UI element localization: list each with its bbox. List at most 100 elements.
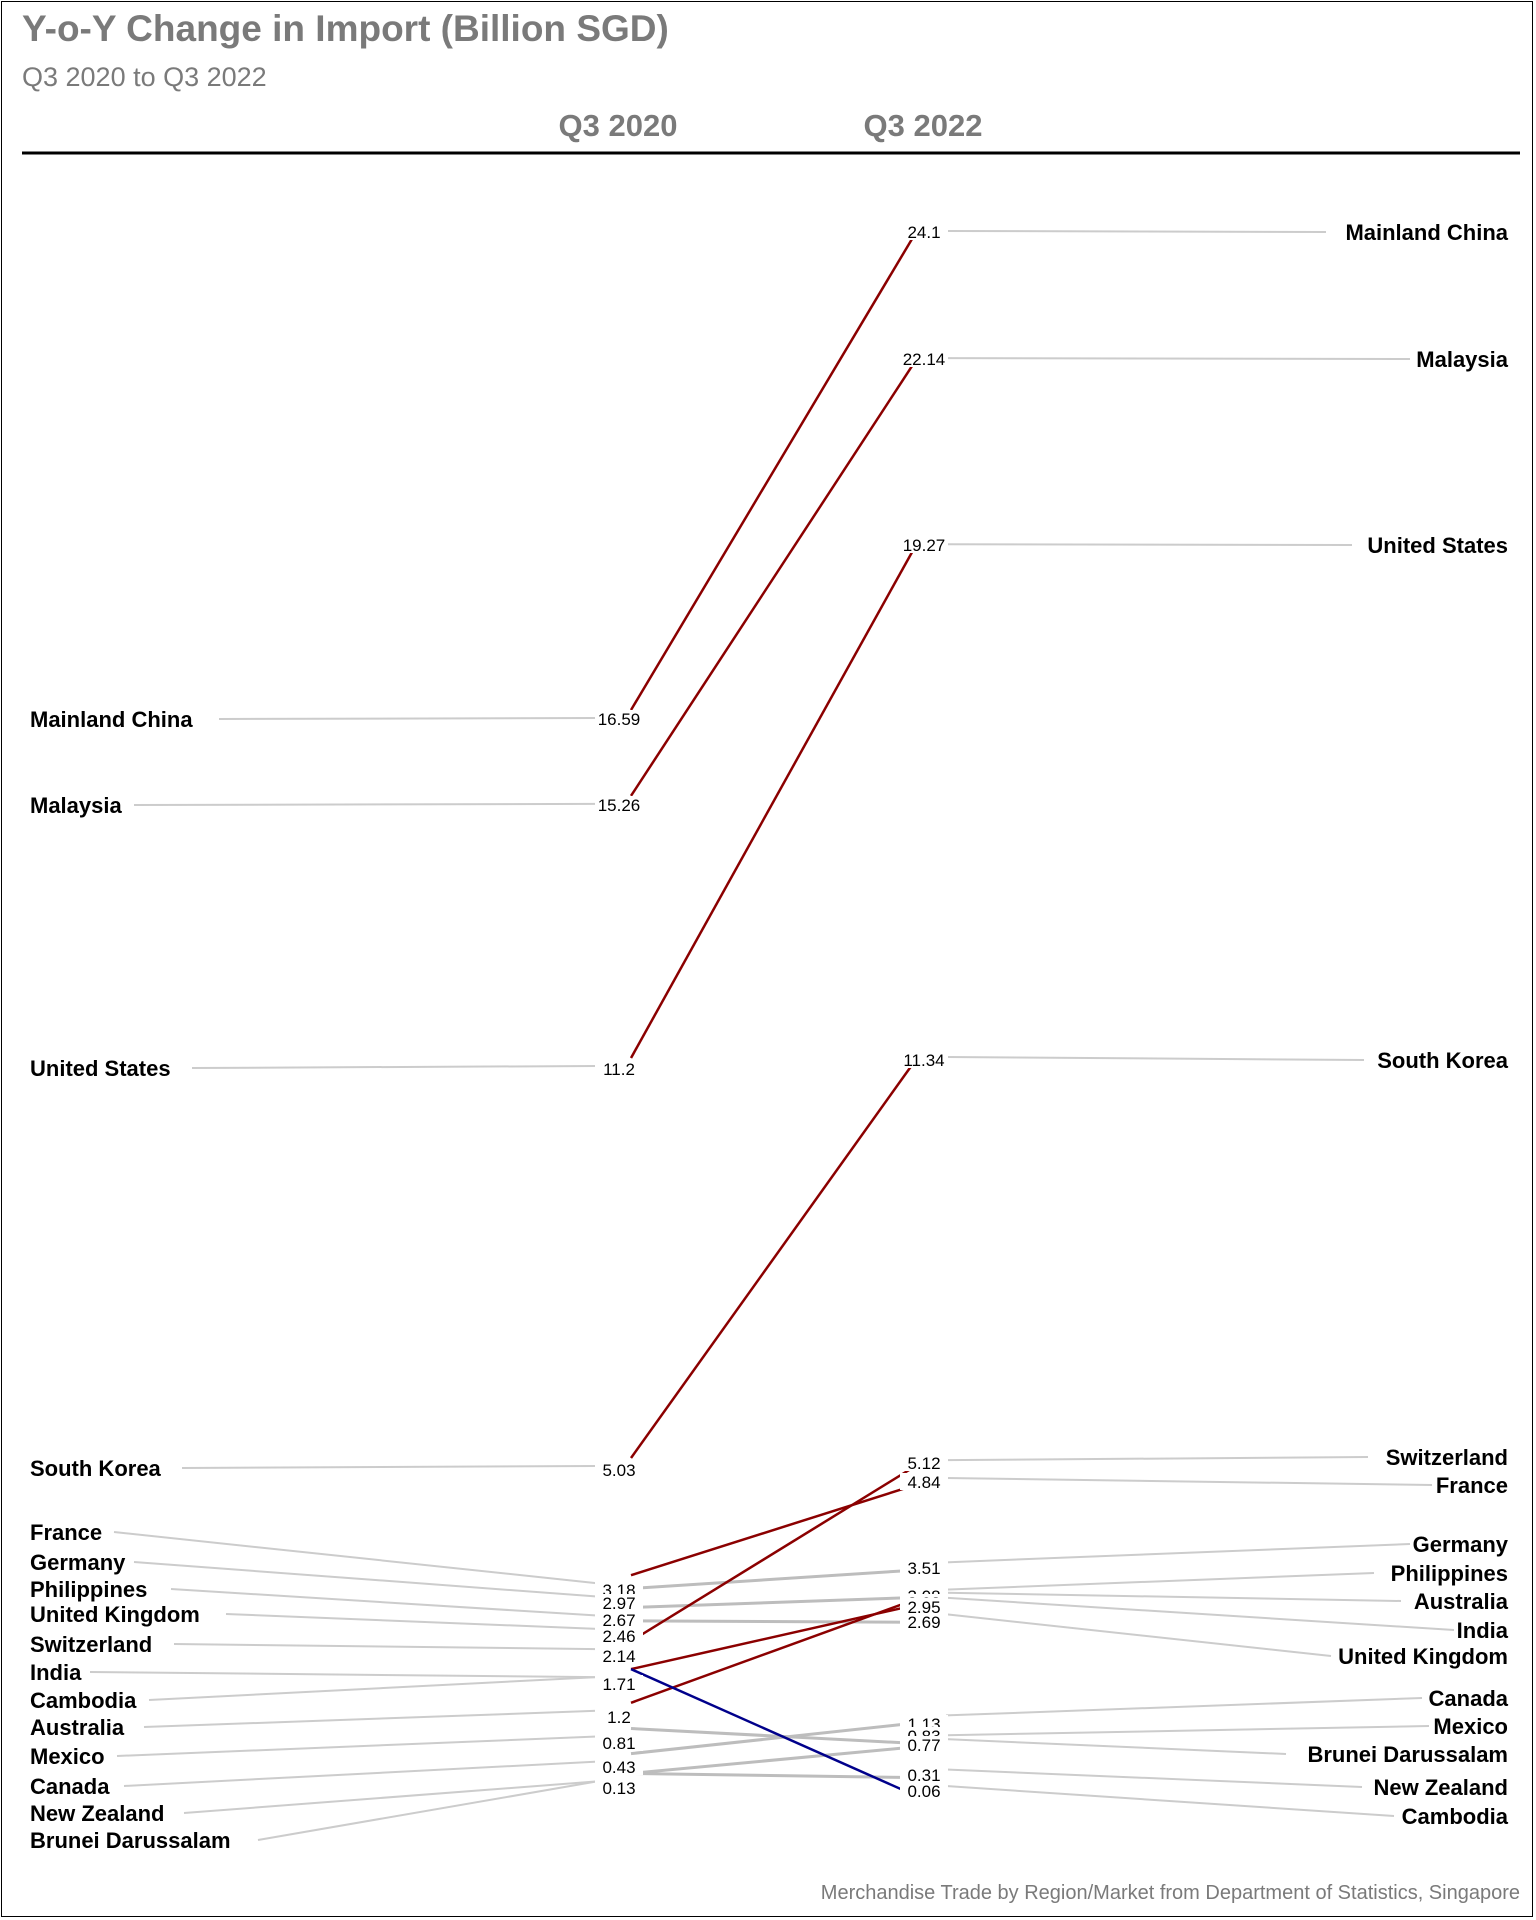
value-right-0-06: 0.06 (907, 1782, 940, 1801)
value-right-11-34: 11.34 (903, 1051, 944, 1070)
slope-line-switzerland (630, 1467, 913, 1643)
leader-right-france (945, 1477, 1433, 1486)
leader-left-cambodia (148, 1676, 598, 1701)
leader-right-cambodia (945, 1785, 1395, 1817)
slope-line-philippines (630, 1596, 913, 1610)
value-left-16-59: 16.59 (598, 710, 641, 729)
slope-line-india (630, 1604, 913, 1671)
leader-right-united-kingdom (945, 1613, 1332, 1657)
label-left-cambodia: Cambodia (30, 1688, 137, 1713)
value-left-bg-7 (595, 1627, 643, 1644)
value-right-22-14: 22.14 (903, 350, 946, 369)
label-left-india: India (30, 1660, 82, 1685)
value-left-0-13: 0.13 (602, 1779, 635, 1798)
label-left-switzerland: Switzerland (30, 1632, 152, 1657)
value-right-5-12: 5.12 (907, 1454, 940, 1473)
slope-line-brunei-darussalam (630, 1745, 913, 1775)
value-left-2-14: 2.14 (602, 1647, 635, 1666)
leader-right-switzerland (945, 1456, 1369, 1462)
leader-right-canada (945, 1697, 1423, 1717)
slope-line-france (630, 1484, 913, 1577)
label-right-india: India (1457, 1618, 1509, 1643)
leader-left-philippines (170, 1588, 598, 1617)
value-left-5-03: 5.03 (602, 1461, 635, 1480)
chart-subtitle: Q3 2020 to Q3 2022 (22, 62, 267, 92)
slope-line-malaysia (629, 365, 914, 797)
slope-line-mexico (630, 1727, 913, 1745)
value-left-bg-6 (595, 1611, 643, 1628)
value-right-2-95: 2.95 (907, 1598, 940, 1617)
value-left-15-26: 15.26 (598, 796, 641, 815)
source-note: Merchandise Trade by Region/Market from … (820, 1882, 1520, 1904)
leader-right-brunei-darussalam (945, 1738, 1287, 1755)
value-left-bg-1 (595, 796, 643, 813)
label-right-france: France (1436, 1473, 1508, 1498)
value-left-2-46: 2.46 (602, 1627, 635, 1646)
label-left-united-states: United States (30, 1056, 171, 1081)
slope-line-cambodia (630, 1667, 913, 1796)
value-left-0-43: 0.43 (602, 1758, 635, 1777)
leader-left-canada (123, 1760, 598, 1787)
value-right-bg-15 (900, 1782, 948, 1799)
slope-line-australia (630, 1599, 913, 1704)
value-left-bg-13 (595, 1779, 643, 1796)
label-left-philippines: Philippines (30, 1577, 147, 1602)
value-left-11-2: 11.2 (603, 1060, 635, 1079)
value-left-bg-11 (595, 1734, 643, 1751)
label-left-united-kingdom: United Kingdom (30, 1602, 200, 1627)
value-right-bg-10 (900, 1613, 948, 1630)
label-left-south-korea: South Korea (30, 1456, 162, 1481)
value-left-bg-4 (595, 1581, 643, 1598)
leader-left-brunei-darussalam (257, 1780, 598, 1841)
label-right-brunei-darussalam: Brunei Darussalam (1307, 1742, 1508, 1767)
value-right-19-27: 19.27 (903, 536, 946, 555)
leader-right-south-korea (945, 1055, 1365, 1061)
value-right-bg-3 (900, 1051, 948, 1068)
leader-left-united-states (191, 1065, 598, 1069)
leader-left-france (113, 1531, 598, 1585)
value-right-bg-2 (900, 536, 948, 553)
leader-right-malaysia (945, 357, 1411, 360)
label-right-united-states: United States (1367, 533, 1508, 558)
value-right-4-84: 4.84 (907, 1473, 940, 1492)
label-right-germany: Germany (1413, 1532, 1509, 1557)
slope-line-mainland-china (629, 238, 914, 711)
value-left-bg-8 (595, 1647, 643, 1664)
leader-right-germany (945, 1543, 1411, 1564)
label-right-mexico: Mexico (1433, 1714, 1508, 1739)
label-left-new-zealand: New Zealand (30, 1801, 164, 1826)
label-left-canada: Canada (30, 1774, 110, 1799)
leader-left-mainland-china (218, 717, 598, 720)
leader-left-mexico (116, 1735, 598, 1757)
slope-line-south-korea (629, 1064, 914, 1459)
label-left-malaysia: Malaysia (30, 793, 122, 818)
value-left-bg-0 (595, 710, 643, 727)
value-left-1-2: 1.2 (607, 1708, 631, 1727)
leader-left-switzerland (173, 1643, 598, 1651)
value-left-bg-9 (595, 1675, 643, 1692)
label-right-mainland-china: Mainland China (1345, 220, 1508, 245)
leader-right-new-zealand (945, 1768, 1363, 1788)
leader-left-new-zealand (183, 1780, 598, 1814)
label-left-australia: Australia (30, 1715, 125, 1740)
label-right-new-zealand: New Zealand (1374, 1775, 1508, 1800)
value-right-bg-14 (900, 1766, 948, 1783)
label-left-brunei-darussalam: Brunei Darussalam (30, 1828, 231, 1853)
value-right-bg-5 (900, 1473, 948, 1490)
value-right-0-31: 0.31 (907, 1766, 940, 1785)
value-left-0-81: 0.81 (602, 1734, 635, 1753)
label-left-mexico: Mexico (30, 1744, 105, 1769)
column-header-q3-2020: Q3 2020 (558, 108, 678, 143)
leader-left-south-korea (181, 1465, 598, 1469)
label-left-germany: Germany (30, 1550, 126, 1575)
value-right-0-77: 0.77 (907, 1736, 940, 1755)
label-right-australia: Australia (1414, 1589, 1509, 1614)
label-right-cambodia: Cambodia (1402, 1804, 1509, 1829)
value-right-bg-13 (900, 1736, 948, 1753)
chart-title: Y-o-Y Change in Import (Billion SGD) (22, 8, 669, 49)
value-right-3-51: 3.51 (907, 1559, 940, 1578)
value-right-bg-9 (900, 1598, 948, 1615)
slope-line-germany (630, 1568, 913, 1591)
